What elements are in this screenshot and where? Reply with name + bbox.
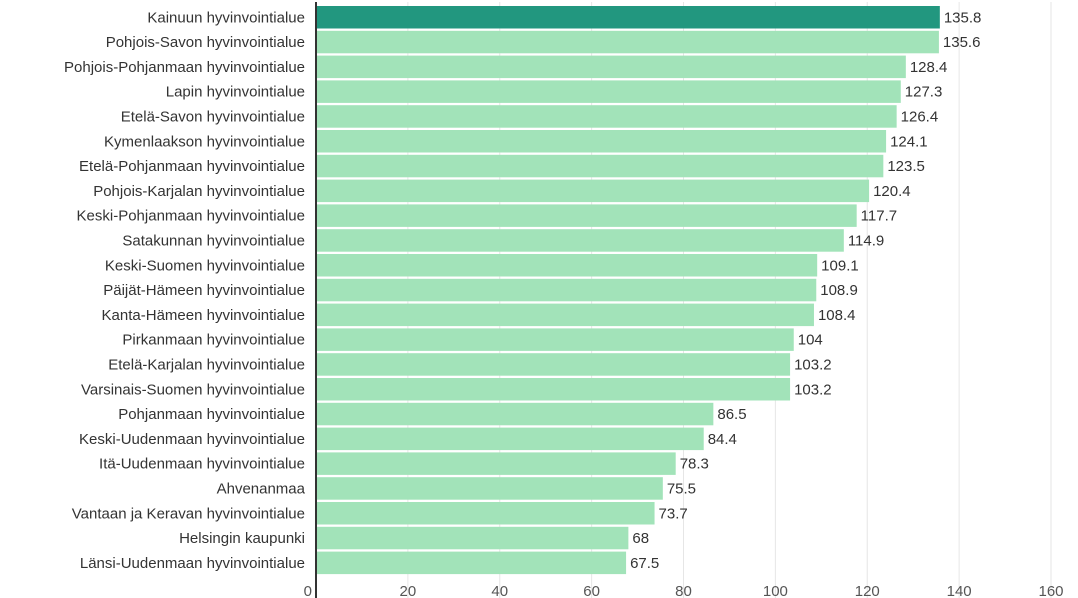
value-label: 75.5 [667,480,696,497]
value-label: 67.5 [630,555,659,572]
category-label: Pirkanmaan hyvinvointialue [122,332,305,349]
x-tick-label: 40 [491,583,508,598]
value-label: 120.4 [873,183,911,200]
bar [316,526,629,550]
value-label: 109.1 [821,257,859,274]
bar [316,80,901,103]
category-label: Lapin hyvinvointialue [166,84,305,101]
value-label: 127.3 [905,84,943,101]
x-tick-label: 80 [675,583,692,598]
category-label: Pohjois-Karjalan hyvinvointialue [93,183,305,200]
category-label: Helsingin kaupunki [179,530,305,547]
value-labels: 135.8 135.6 128.4 127.3 126.4 124.1 123.5 120.4… [630,9,981,572]
bar [316,6,940,29]
bar [316,278,817,302]
category-label: Kanta-Hämeen hyvinvointialue [102,307,305,324]
bar [316,378,791,401]
category-label: Keski-Pohjanmaan hyvinvointialue [77,208,305,225]
category-label: Päijät-Hämeen hyvinvointialue [103,282,305,299]
x-tick-label: 60 [583,583,600,598]
value-label: 78.3 [680,456,709,473]
category-label: Itä-Uudenmaan hyvinvointialue [99,456,305,473]
category-label: Vantaan ja Keravan hyvinvointialue [72,505,305,522]
value-label: 108.9 [820,282,858,299]
category-label: Etelä-Pohjanmaan hyvinvointialue [79,158,305,175]
bars [316,6,940,575]
bar [316,353,791,376]
x-tick-label: 120 [855,583,880,598]
category-label: Varsinais-Suomen hyvinvointialue [81,381,305,398]
bar [316,452,676,475]
bar [316,551,627,575]
category-label: Keski-Suomen hyvinvointialue [105,257,305,274]
bar [316,328,794,351]
category-label: Kainuun hyvinvointialue [147,9,305,26]
value-label: 126.4 [901,108,939,125]
value-label: 135.8 [944,9,982,26]
category-label: Satakunnan hyvinvointialue [122,232,305,249]
value-label: 108.4 [818,307,856,324]
value-label: 117.7 [861,208,897,225]
bar [316,303,814,327]
bar [316,179,870,203]
x-tick-label: 160 [1038,583,1063,598]
bar [316,105,897,128]
x-axis-ticks: 0 20 40 60 80 100 120 140 160 [304,583,1064,598]
value-label: 135.6 [943,34,981,51]
bar [316,502,655,525]
category-label: Keski-Uudenmaan hyvinvointialue [79,431,305,448]
bar [316,254,818,277]
value-label: 114.9 [848,232,884,249]
category-label: Ahvenanmaa [217,480,306,497]
value-label: 103.2 [794,356,832,373]
x-tick-label: 20 [400,583,417,598]
value-label: 73.7 [659,505,688,522]
value-label: 103.2 [794,381,832,398]
value-label: 104 [798,332,823,349]
value-label: 123.5 [887,158,925,175]
bar [316,30,939,54]
bar [316,55,906,79]
bar [316,427,704,451]
category-label: Pohjois-Savon hyvinvointialue [106,34,305,51]
bar [316,130,887,153]
value-label: 86.5 [717,406,746,423]
value-label: 128.4 [910,59,948,76]
x-tick-label: 0 [304,583,312,598]
category-label: Kymenlaakson hyvinvointialue [104,133,305,150]
bar [316,154,884,178]
category-label: Pohjois-Pohjanmaan hyvinvointialue [64,59,305,76]
bar [316,229,844,252]
category-label: Etelä-Savon hyvinvointialue [121,108,305,125]
value-label: 84.4 [708,431,737,448]
x-tick-label: 140 [947,583,972,598]
category-label: Länsi-Uudenmaan hyvinvointialue [80,555,305,572]
bar [316,477,663,500]
value-label: 68 [632,530,649,547]
bar [316,204,857,227]
bar [316,402,714,426]
category-labels: Kainuun hyvinvointialue Pohjois-Savon hyv… [64,9,306,572]
category-label: Pohjanmaan hyvinvointialue [118,406,305,423]
category-label: Etelä-Karjalan hyvinvointialue [108,356,305,373]
x-tick-label: 100 [763,583,788,598]
value-label: 124.1 [890,133,928,150]
